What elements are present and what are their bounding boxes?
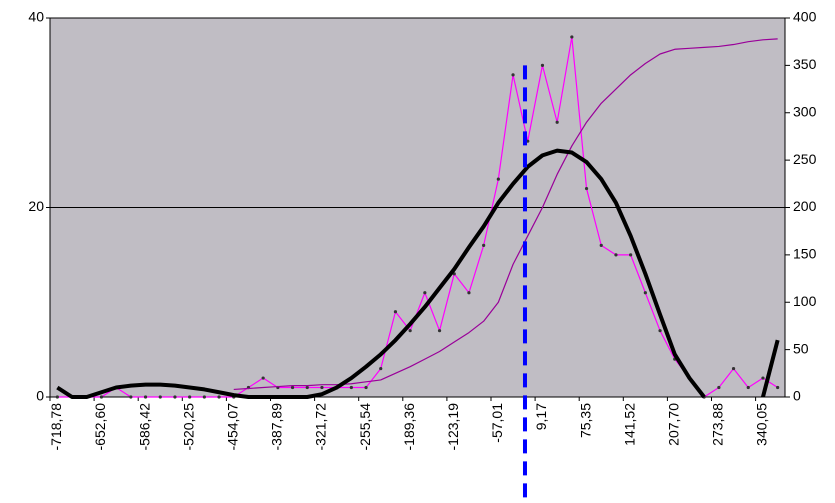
point bbox=[658, 329, 662, 333]
x-tick-label: 340,05 bbox=[754, 403, 770, 446]
x-tick-label: -454,07 bbox=[224, 403, 240, 451]
point bbox=[555, 120, 559, 124]
point bbox=[55, 395, 59, 399]
x-tick-label: 9,17 bbox=[533, 403, 549, 430]
point bbox=[437, 329, 442, 333]
point bbox=[202, 395, 206, 399]
x-tick-label: -520,25 bbox=[180, 403, 196, 451]
x-tick-label: -123,19 bbox=[445, 403, 461, 451]
point bbox=[349, 385, 353, 390]
y2-tick-label: 350 bbox=[793, 56, 817, 72]
point bbox=[173, 395, 177, 399]
x-tick-label: -718,78 bbox=[48, 403, 64, 451]
x-tick-label: -321,72 bbox=[313, 403, 329, 451]
x-tick-label: -189,36 bbox=[401, 403, 417, 451]
point bbox=[379, 366, 383, 371]
point bbox=[188, 395, 192, 399]
point bbox=[408, 329, 412, 333]
series-line bbox=[56, 148, 780, 399]
point bbox=[761, 376, 765, 380]
y-tick-label: 20 bbox=[28, 198, 44, 214]
x-tick-label: 75,35 bbox=[577, 403, 593, 438]
point bbox=[731, 366, 736, 371]
x-tick-label: -586,42 bbox=[136, 403, 152, 451]
x-tick-label: -387,89 bbox=[269, 403, 285, 451]
point bbox=[540, 63, 545, 67]
point bbox=[129, 395, 133, 399]
point bbox=[482, 243, 486, 247]
y-tick-label: 40 bbox=[28, 9, 44, 25]
y2-tick-label: 150 bbox=[793, 246, 817, 262]
point bbox=[629, 253, 633, 257]
point bbox=[364, 385, 368, 390]
x-tick-label: 207,70 bbox=[665, 403, 681, 446]
point bbox=[423, 291, 427, 295]
series-line bbox=[233, 38, 778, 391]
point bbox=[614, 253, 618, 257]
point bbox=[776, 385, 780, 390]
y2-tick-label: 0 bbox=[793, 388, 801, 404]
x-tick-label: -57,01 bbox=[489, 403, 505, 443]
point bbox=[570, 35, 574, 39]
point bbox=[217, 395, 221, 399]
point bbox=[717, 385, 721, 390]
point bbox=[393, 310, 398, 314]
y2-tick-label: 250 bbox=[793, 151, 817, 167]
point bbox=[746, 385, 750, 390]
point bbox=[143, 395, 148, 399]
series-line bbox=[57, 36, 778, 398]
point bbox=[496, 177, 500, 181]
x-tick-label: 141,52 bbox=[621, 403, 637, 446]
y2-tick-label: 400 bbox=[793, 9, 817, 25]
point bbox=[467, 291, 471, 295]
point bbox=[261, 376, 265, 380]
point bbox=[305, 385, 309, 390]
point bbox=[290, 385, 295, 390]
point bbox=[511, 73, 515, 77]
x-tick-label: -652,60 bbox=[92, 403, 108, 451]
y-tick-label: 0 bbox=[36, 388, 44, 404]
point bbox=[599, 243, 603, 247]
point bbox=[643, 291, 647, 295]
y2-tick-label: 50 bbox=[793, 340, 809, 356]
y2-tick-label: 200 bbox=[793, 198, 817, 214]
x-tick-label: 273,88 bbox=[710, 403, 726, 446]
y2-tick-label: 300 bbox=[793, 103, 817, 119]
point bbox=[584, 186, 589, 191]
point bbox=[320, 385, 324, 390]
point bbox=[158, 395, 162, 399]
y2-tick-label: 100 bbox=[793, 293, 817, 309]
x-tick-label: -255,54 bbox=[357, 403, 373, 451]
point bbox=[99, 395, 104, 399]
